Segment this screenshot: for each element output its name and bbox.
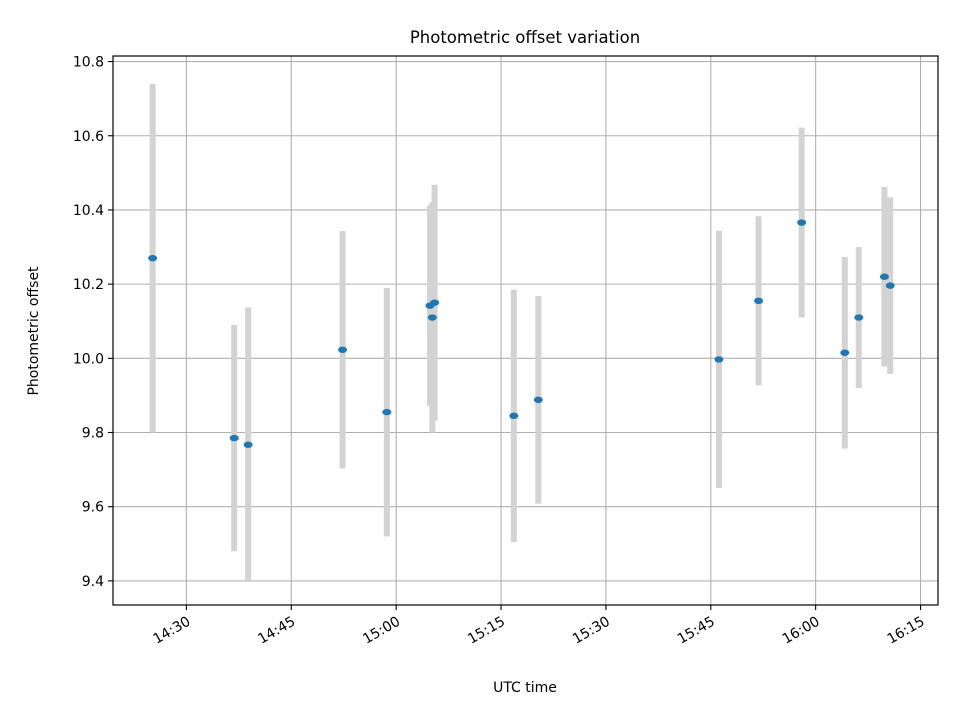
y-axis-label: Photometric offset [26,266,42,396]
data-point [427,314,437,321]
y-tick-label: 9.6 [82,500,104,516]
data-point [148,254,158,262]
y-tick-label: 9.4 [82,574,104,590]
y-tick-label: 10.6 [73,129,104,145]
data-point [382,408,392,416]
y-axis-ticks: 9.4 9.6 9.8 10.0 10.2 10.4 10.6 10.8 [73,55,113,590]
data-point [797,219,807,226]
x-tick-label: 16:15 [885,614,928,648]
x-axis-ticks: 14:30 14:45 15:00 15:15 15:30 15:45 16:00 16:15 [150,605,928,648]
error-bars [149,83,894,583]
x-tick-label: 15:15 [465,614,508,648]
x-tick-label: 15:45 [675,614,718,648]
data-point [840,349,850,356]
x-tick-label: 14:30 [150,614,193,648]
y-tick-label: 9.8 [82,426,104,442]
data-point [229,434,239,442]
x-tick-label: 14:45 [255,614,298,648]
data-point [885,282,895,289]
y-tick-label: 10.2 [73,277,104,293]
data-point [338,346,348,353]
x-tick-label: 16:00 [780,614,823,648]
data-point [533,396,543,404]
y-tick-label: 10.0 [73,351,104,367]
data-point [854,314,864,321]
plot-frame [112,55,939,606]
data-point [430,299,440,306]
y-tick-label: 10.8 [73,55,104,71]
x-axis-label: UTC time [493,680,557,696]
x-tick-label: 15:30 [570,614,613,648]
data-points [148,219,895,448]
data-point [243,441,253,448]
data-point [879,273,889,280]
data-point [714,356,724,363]
y-tick-label: 10.4 [73,203,104,219]
x-tick-label: 15:00 [360,614,403,648]
data-point [509,412,519,420]
data-point [754,297,764,305]
chart-title: Photometric offset variation [410,28,640,47]
